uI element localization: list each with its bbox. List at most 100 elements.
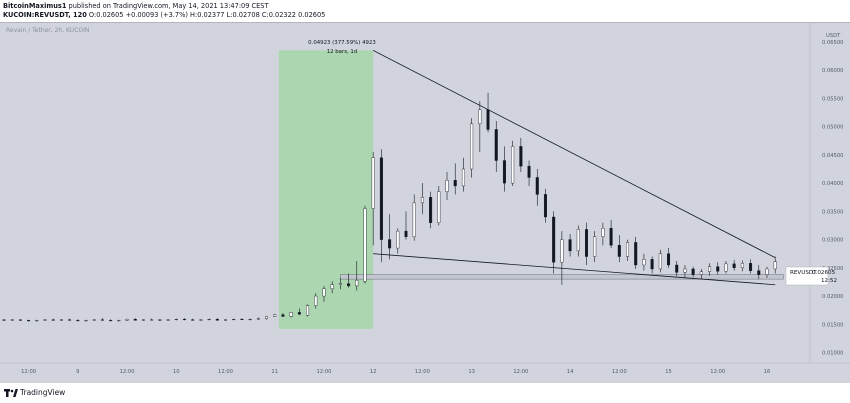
candle-down[interactable] (494, 121, 498, 172)
candle-up[interactable] (576, 225, 580, 257)
candle-up[interactable] (593, 231, 597, 263)
candle-down[interactable] (527, 160, 531, 186)
candle-down[interactable] (453, 163, 457, 195)
time-axis[interactable]: 12:00 9 12:00 10 12:00 11 12:00 12 12:00 13 12:00 1… (21, 369, 770, 375)
candle-up[interactable] (330, 281, 334, 294)
candle-down[interactable] (215, 318, 219, 321)
trendline-upper-resistance[interactable] (373, 50, 776, 259)
candle-up[interactable] (461, 157, 465, 192)
candle-down[interactable] (27, 319, 31, 322)
candle-down[interactable] (133, 318, 137, 321)
candle-down[interactable] (568, 233, 572, 257)
candle-down[interactable] (543, 188, 547, 223)
candle-down[interactable] (667, 248, 671, 268)
candle-up[interactable] (256, 317, 260, 320)
candle-up[interactable] (207, 318, 211, 321)
candle-down[interactable] (502, 146, 506, 192)
candle-up[interactable] (363, 205, 367, 284)
candle-up[interactable] (470, 118, 474, 178)
candle-down[interactable] (281, 313, 285, 317)
candle-up[interactable] (338, 277, 342, 290)
candle-down[interactable] (240, 318, 244, 321)
candle-up[interactable] (371, 152, 375, 246)
candle-down[interactable] (716, 262, 720, 275)
candle-up[interactable] (232, 318, 236, 321)
candle-up[interactable] (658, 249, 662, 273)
candle-up[interactable] (314, 293, 318, 309)
candle-up[interactable] (117, 319, 121, 322)
candle-down[interactable] (379, 149, 383, 263)
candle-down[interactable] (100, 318, 104, 321)
candle-up[interactable] (511, 140, 515, 186)
candle-up[interactable] (289, 311, 293, 318)
candle-up[interactable] (125, 318, 129, 321)
candle-up[interactable] (765, 266, 769, 278)
candle-down[interactable] (182, 318, 186, 321)
candle-up[interactable] (773, 256, 777, 274)
candle-down[interactable] (68, 318, 72, 321)
candle-down[interactable] (650, 256, 654, 274)
candle-down[interactable] (519, 137, 523, 172)
candle-down[interactable] (486, 92, 490, 133)
trendline-lower-support[interactable] (373, 253, 776, 286)
candle-up[interactable] (306, 304, 310, 317)
candle-down[interactable] (388, 214, 392, 260)
measure-range-box[interactable] (278, 50, 374, 329)
candle-down[interactable] (158, 319, 162, 321)
candle-up[interactable] (273, 314, 277, 317)
chart-pane[interactable]: USDT 0.06500 0.06000 0.05500 0.05000 0.04500… (0, 22, 850, 383)
tradingview-brand[interactable]: TradingView (20, 388, 66, 397)
candle-down[interactable] (429, 191, 433, 229)
candle-up[interactable] (642, 253, 646, 271)
candle-down[interactable] (297, 308, 301, 316)
price-chart[interactable]: USDT 0.06500 0.06000 0.05500 0.05000 0.04500… (0, 23, 850, 383)
candle-up[interactable] (265, 315, 269, 320)
candle-down[interactable] (404, 211, 408, 240)
candle-down[interactable] (2, 319, 6, 321)
candle-up[interactable] (683, 265, 687, 278)
candle-up[interactable] (355, 261, 359, 291)
candle-down[interactable] (535, 169, 539, 206)
candle-down[interactable] (76, 319, 80, 322)
candle-up[interactable] (59, 319, 63, 321)
candle-down[interactable] (18, 319, 22, 321)
candle-up[interactable] (699, 268, 703, 280)
price-axis[interactable]: 0.06500 0.06000 0.05500 0.05000 0.04500 0.040… (822, 40, 843, 357)
candle-down[interactable] (584, 222, 588, 265)
candle-down[interactable] (675, 261, 679, 277)
candle-up[interactable] (420, 183, 424, 215)
candle-down[interactable] (609, 219, 613, 249)
candle-up[interactable] (560, 231, 564, 285)
candle-up[interactable] (141, 319, 145, 321)
candle-down[interactable] (191, 318, 195, 321)
candle-up[interactable] (396, 228, 400, 254)
candle-up[interactable] (10, 319, 14, 321)
candle-up[interactable] (43, 319, 47, 321)
candle-up[interactable] (166, 319, 170, 321)
candle-up[interactable] (412, 194, 416, 241)
candle-up[interactable] (437, 185, 441, 226)
candle-down[interactable] (732, 259, 736, 271)
candle-down[interactable] (634, 236, 638, 269)
candle-down[interactable] (109, 319, 113, 322)
candle-up[interactable] (708, 263, 712, 276)
candle-down[interactable] (757, 265, 761, 280)
candle-down[interactable] (691, 266, 695, 278)
price-badge[interactable]: REVUSDT 0.02605 12:52 (785, 266, 837, 286)
candle-up[interactable] (84, 319, 88, 322)
candle-up[interactable] (92, 319, 96, 321)
candle-up[interactable] (322, 285, 326, 302)
candle-up[interactable] (224, 319, 228, 321)
candle-down[interactable] (749, 259, 753, 274)
candle-up[interactable] (248, 318, 252, 321)
candle-up[interactable] (445, 171, 449, 201)
candle-down[interactable] (51, 318, 55, 321)
author-name[interactable]: BitcoinMaximus1 (3, 2, 67, 10)
candle-up[interactable] (35, 319, 39, 322)
candle-up[interactable] (740, 260, 744, 272)
candle-up[interactable] (478, 101, 482, 153)
candle-up[interactable] (199, 319, 203, 321)
candle-down[interactable] (617, 235, 621, 263)
candle-up[interactable] (150, 318, 154, 321)
candle-up[interactable] (626, 239, 630, 262)
